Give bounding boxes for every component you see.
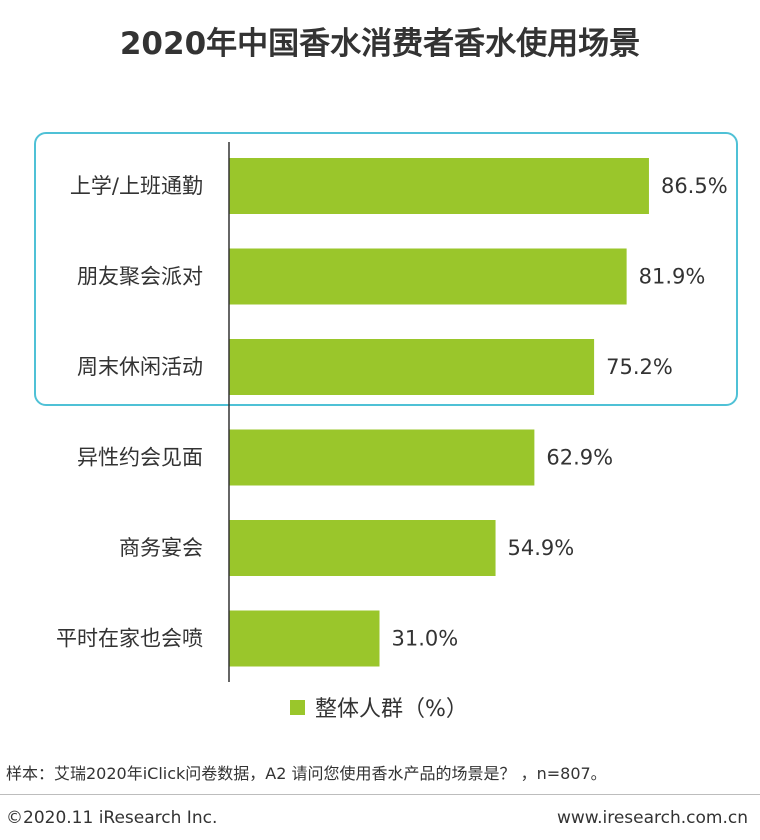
category-label-1: 朋友聚会派对 <box>77 265 203 289</box>
value-label-3: 62.9% <box>546 446 613 470</box>
bar-4 <box>229 520 496 576</box>
value-label-1: 81.9% <box>639 265 706 289</box>
highlight-box <box>34 132 738 406</box>
category-label-2: 周末休闲活动 <box>77 355 203 379</box>
value-label-4: 54.9% <box>508 536 575 560</box>
bar-1 <box>229 248 627 305</box>
copyright: ©2020.11 iResearch Inc. <box>6 808 218 828</box>
bar-5 <box>229 610 380 667</box>
value-label-5: 31.0% <box>392 627 459 651</box>
footer-divider <box>0 794 760 795</box>
category-label-4: 商务宴会 <box>119 536 203 560</box>
legend: 整体人群（%） <box>290 690 468 724</box>
value-label-2: 75.2% <box>606 355 673 379</box>
legend-swatch <box>290 699 305 715</box>
chart-title: 2020年中国香水消费者香水使用场景 <box>119 26 641 62</box>
bar-2 <box>229 339 595 395</box>
bar-3 <box>229 429 535 486</box>
category-label-5: 平时在家也会喷 <box>56 627 203 651</box>
category-label-0: 上学/上班通勤 <box>70 174 203 198</box>
website: www.iresearch.com.cn <box>556 808 748 828</box>
value-label-0: 86.5% <box>661 174 728 198</box>
sample-note: 样本：艾瑞2020年iClick问卷数据，A2 请问您使用香水产品的场景是？ ，… <box>6 764 607 783</box>
legend-label: 整体人群（%） <box>315 697 468 722</box>
category-label-3: 异性约会见面 <box>77 446 203 470</box>
bar-0 <box>229 158 649 214</box>
